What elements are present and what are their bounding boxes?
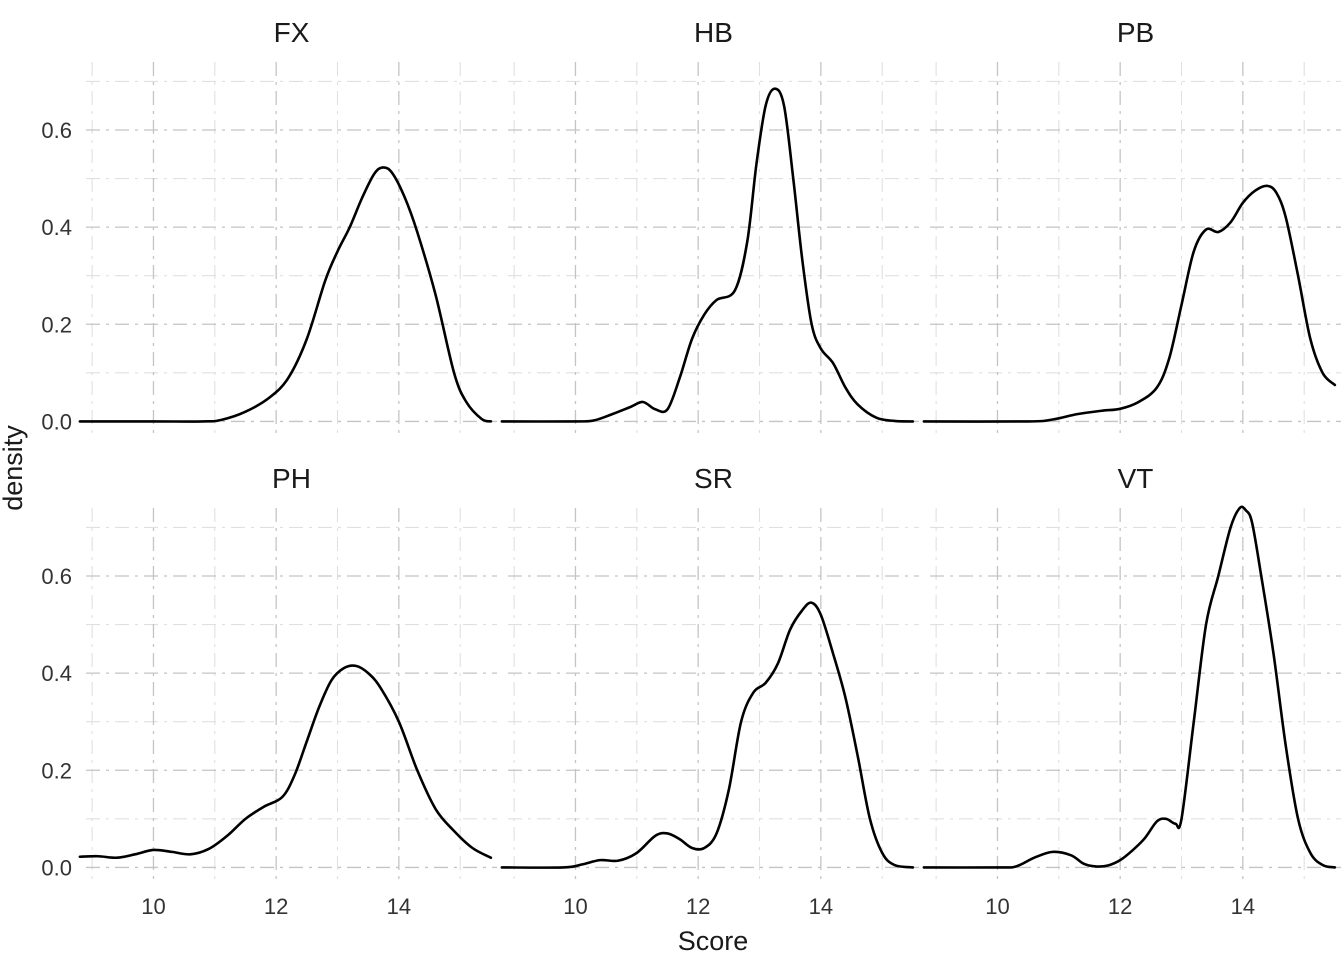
facet-panels: FX HB PB PH SR VT — [78, 17, 1341, 882]
x-tick-label: 14 — [387, 894, 411, 919]
density-curve-sr — [500, 601, 915, 869]
facet-title-sr: SR — [694, 463, 733, 494]
density-curve-ph — [78, 664, 493, 860]
x-tick-label: 10 — [563, 894, 587, 919]
y-tick-label: 0.4 — [41, 661, 72, 686]
x-tick-label: 10 — [141, 894, 165, 919]
x-tick-label: 12 — [686, 894, 710, 919]
y-tick-label: 0.2 — [41, 758, 72, 783]
facet-panel-hb: HB — [500, 17, 919, 436]
facet-panel-pb: PB — [922, 17, 1341, 436]
facet-title-vt: VT — [1118, 463, 1154, 494]
facet-panel-ph: PH — [78, 463, 497, 882]
y-tick-label: 0.4 — [41, 215, 72, 240]
density-curve-hb — [500, 87, 915, 423]
y-tick-label: 0.2 — [41, 312, 72, 337]
facet-title-pb: PB — [1117, 17, 1154, 48]
y-tick-label: 0.0 — [41, 409, 72, 434]
x-tick-label: 12 — [1108, 894, 1132, 919]
x-tick-label: 10 — [985, 894, 1009, 919]
x-tick-label: 14 — [809, 894, 833, 919]
y-axis-tick-labels: 0.0 0.2 0.4 0.6 0.0 0.2 0.4 0.6 — [41, 118, 72, 880]
y-axis-title: density — [0, 425, 28, 511]
facet-title-fx: FX — [274, 17, 310, 48]
x-axis-title: Score — [678, 926, 749, 956]
y-tick-label: 0.6 — [41, 118, 72, 143]
density-curve-fx — [78, 166, 493, 423]
density-curve-pb — [922, 184, 1337, 423]
x-tick-label: 12 — [264, 894, 288, 919]
facet-panel-fx: FX — [78, 17, 497, 436]
facet-panel-vt: VT — [922, 463, 1341, 882]
y-tick-label: 0.6 — [41, 564, 72, 589]
facet-panel-sr: SR — [500, 463, 919, 882]
facet-title-ph: PH — [272, 463, 311, 494]
x-axis-tick-labels: 10 12 14 10 12 14 10 12 14 — [141, 894, 1255, 919]
x-tick-label: 14 — [1231, 894, 1255, 919]
y-tick-label: 0.0 — [41, 855, 72, 880]
facet-title-hb: HB — [694, 17, 733, 48]
density-curve-vt — [922, 505, 1337, 869]
